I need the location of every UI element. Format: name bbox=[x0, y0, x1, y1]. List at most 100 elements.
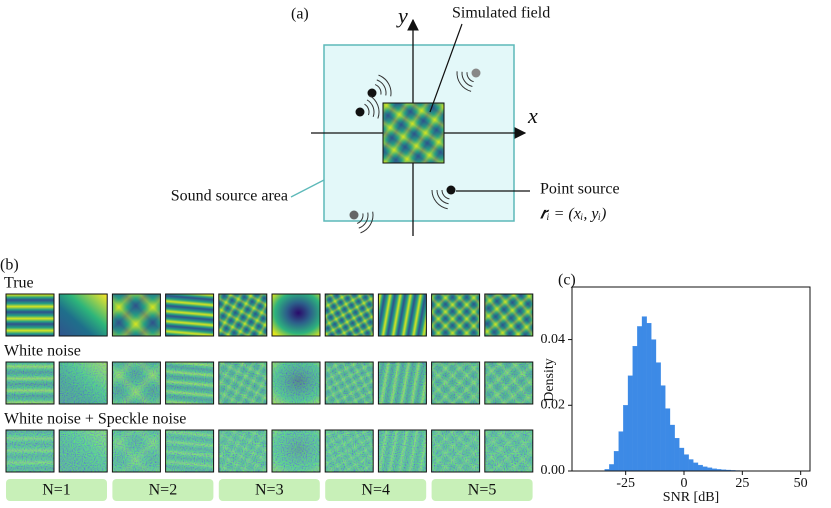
wave-arc bbox=[461, 71, 473, 88]
thumbnail-frame bbox=[377, 361, 427, 405]
wave-arc bbox=[378, 74, 392, 97]
thumbnail-frame bbox=[324, 361, 374, 405]
bar bbox=[697, 464, 703, 472]
thumbnail-frame bbox=[431, 361, 481, 405]
x-axis-label: SNR [dB] bbox=[663, 490, 719, 505]
noise bbox=[59, 362, 108, 404]
thumbnail-frame bbox=[382, 102, 445, 164]
bar bbox=[646, 322, 652, 472]
noise bbox=[325, 362, 374, 404]
point-source bbox=[471, 68, 481, 78]
noise bbox=[272, 362, 320, 404]
y-tick-label: 0.04 bbox=[541, 332, 566, 347]
thumbnail-overlay bbox=[383, 103, 444, 163]
group-label: N=3 bbox=[255, 482, 284, 499]
bar bbox=[669, 424, 675, 472]
thumbnail-frame bbox=[58, 361, 108, 405]
group-box bbox=[112, 479, 214, 501]
noise bbox=[484, 362, 533, 404]
noise bbox=[59, 430, 108, 472]
y-axis-label: Density bbox=[542, 358, 557, 402]
thumbnail-frame bbox=[431, 429, 481, 473]
thumbnail bbox=[59, 294, 108, 336]
noise bbox=[112, 362, 161, 404]
noise bbox=[6, 362, 54, 404]
thumbnail-frame bbox=[484, 429, 534, 473]
thumbnail-frame bbox=[377, 429, 427, 473]
wave-arc bbox=[366, 99, 375, 117]
thumbnail-frame bbox=[218, 361, 268, 405]
thumbnail-frame bbox=[165, 293, 215, 337]
y-axis-label: y bbox=[396, 3, 408, 28]
thumbnail bbox=[6, 294, 54, 336]
noise bbox=[272, 430, 320, 472]
thumbnail bbox=[165, 294, 214, 336]
bar bbox=[613, 451, 619, 472]
thumbnail-frame bbox=[111, 293, 161, 337]
wave-arc bbox=[358, 212, 369, 229]
thumbnail-frame bbox=[58, 293, 108, 337]
thumbnail-overlay bbox=[325, 294, 374, 336]
bar bbox=[702, 466, 708, 472]
bar bbox=[637, 326, 643, 472]
row-label: White noise bbox=[4, 343, 81, 360]
noise bbox=[165, 362, 214, 404]
group-label: N=2 bbox=[149, 482, 178, 499]
thumbnail-frame bbox=[324, 429, 374, 473]
row-label: White noise + Speckle noise bbox=[4, 411, 186, 428]
y-tick-label: 0.02 bbox=[541, 398, 566, 413]
wave-arc bbox=[466, 72, 474, 83]
bar bbox=[693, 462, 699, 472]
panel-label: (c) bbox=[558, 272, 576, 289]
thumbnail-frame bbox=[5, 429, 55, 473]
thumbnail-overlay bbox=[112, 294, 161, 336]
group-label: N=5 bbox=[468, 482, 497, 499]
wave-arc bbox=[369, 95, 380, 119]
wave-arc bbox=[436, 189, 449, 205]
field-label: Simulated field bbox=[452, 5, 550, 22]
thumbnail-frame bbox=[484, 361, 534, 405]
point-source bbox=[367, 88, 377, 98]
group-box bbox=[325, 479, 427, 501]
panel-label: (b) bbox=[0, 257, 19, 274]
x-tick-label: 50 bbox=[794, 476, 808, 491]
thumbnail-frame bbox=[165, 361, 215, 405]
bar bbox=[627, 375, 633, 472]
noise bbox=[378, 362, 427, 404]
bar bbox=[651, 339, 657, 472]
bar bbox=[679, 447, 685, 472]
area-label: Sound source area bbox=[171, 188, 288, 205]
noise bbox=[484, 430, 533, 472]
leader-line bbox=[429, 23, 463, 113]
thumbnail bbox=[272, 294, 320, 336]
group-box bbox=[431, 479, 533, 501]
wave-arc bbox=[441, 189, 450, 200]
wave-arc bbox=[374, 84, 382, 95]
noise bbox=[218, 362, 267, 404]
bar bbox=[660, 385, 666, 472]
thumbnail-frame bbox=[218, 293, 268, 337]
x-tick-label: 0 bbox=[681, 476, 688, 491]
group-box bbox=[6, 479, 107, 501]
thumbnail-frame bbox=[324, 293, 374, 337]
noise bbox=[218, 430, 267, 472]
bar bbox=[665, 408, 671, 472]
simulated-field bbox=[382, 102, 445, 164]
bar bbox=[688, 459, 694, 472]
plot-frame bbox=[571, 286, 811, 472]
thumbnail-frame bbox=[431, 293, 481, 337]
thumbnail-frame bbox=[58, 429, 108, 473]
thumbnail-frame bbox=[111, 361, 161, 405]
wave-arc bbox=[431, 189, 448, 210]
bar bbox=[655, 362, 661, 472]
x-axis-label: x bbox=[527, 103, 538, 128]
row-label: True bbox=[4, 275, 34, 292]
group-label: N=4 bbox=[361, 482, 390, 499]
source-label: Point source bbox=[540, 181, 620, 198]
thumbnail-frame bbox=[484, 293, 534, 337]
thumbnail-frame bbox=[271, 293, 321, 337]
noise bbox=[112, 430, 161, 472]
position-label: 𝒓ᵢ = (xᵢ, yᵢ) bbox=[540, 206, 606, 223]
wave-arc bbox=[360, 211, 374, 234]
